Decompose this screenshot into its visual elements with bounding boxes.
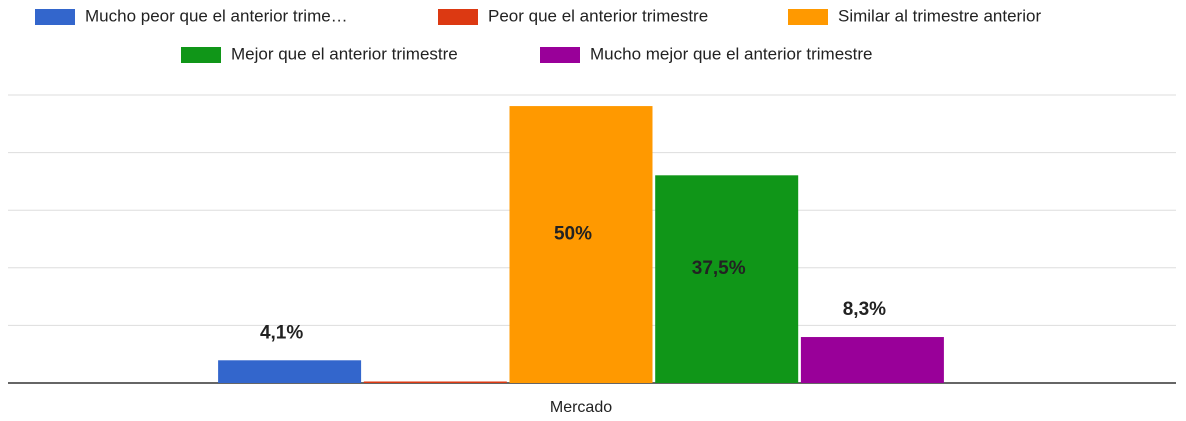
x-tick-label: Mercado bbox=[550, 399, 612, 416]
legend-label: Mucho mejor que el anterior trimestre bbox=[590, 44, 873, 63]
legend-swatch bbox=[540, 47, 580, 63]
bar bbox=[509, 106, 653, 384]
legend-swatch bbox=[438, 9, 478, 25]
value-label: 4,1% bbox=[260, 322, 303, 343]
value-label: 37,5% bbox=[692, 258, 746, 279]
legend-label: Similar al trimestre anterior bbox=[838, 6, 1041, 25]
legend-swatch bbox=[788, 9, 828, 25]
value-label: 50% bbox=[554, 224, 592, 245]
bar bbox=[218, 360, 362, 383]
bar bbox=[655, 175, 799, 383]
bar bbox=[363, 381, 507, 383]
legend-label: Mucho peor que el anterior trime… bbox=[85, 6, 348, 25]
legend-swatch bbox=[181, 47, 221, 63]
legend-label: Peor que el anterior trimestre bbox=[488, 6, 708, 25]
bar bbox=[800, 337, 944, 383]
legend-label: Mejor que el anterior trimestre bbox=[231, 44, 458, 63]
value-label: 8,3% bbox=[843, 299, 886, 320]
legend-swatch bbox=[35, 9, 75, 25]
